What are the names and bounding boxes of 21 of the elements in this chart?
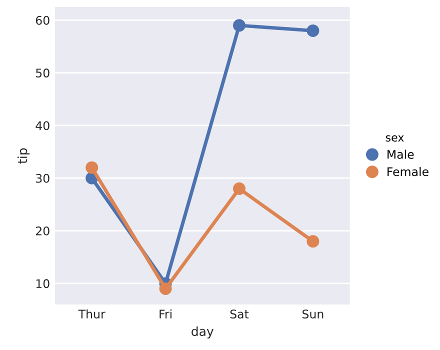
- point: [86, 161, 98, 174]
- x-tick-label: Fri: [160, 309, 172, 318]
- point: [233, 182, 246, 195]
- y-axis-title: tip: [17, 148, 30, 164]
- y-tick-label: 30: [36, 174, 50, 183]
- legend-title: sex: [386, 135, 404, 142]
- y-tick-label: 40: [36, 121, 50, 130]
- point: [306, 235, 320, 248]
- x-tick-label: Sat: [230, 310, 249, 318]
- y-tick-label: 10: [36, 279, 50, 288]
- point: [159, 282, 172, 295]
- point: [233, 19, 246, 32]
- x-tick-label: Sun: [302, 310, 324, 318]
- x-axis-title: day: [192, 326, 214, 338]
- legend-label: Male: [388, 150, 414, 159]
- point: [306, 24, 320, 37]
- legend-label: Female: [388, 167, 428, 176]
- y-tick-label: 50: [36, 68, 50, 78]
- x-tick-label: Thur: [78, 309, 106, 318]
- y-tick-label: 20: [36, 226, 50, 236]
- y-tick-label: 60: [36, 16, 50, 25]
